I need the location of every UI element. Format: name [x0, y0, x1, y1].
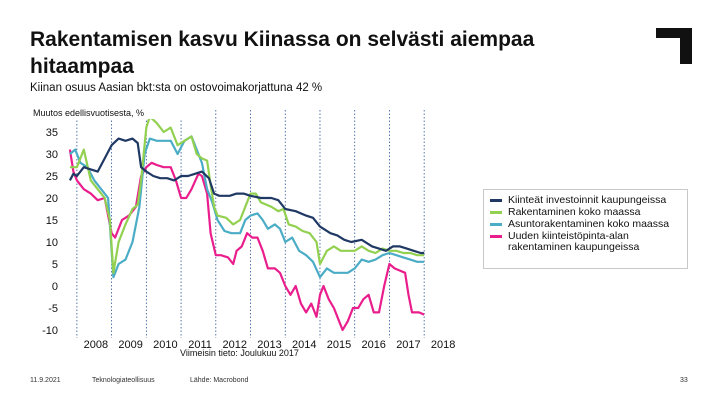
x-tick-label: 2013 [257, 339, 281, 351]
page-number: 33 [680, 377, 688, 384]
legend-item: Rakentaminen koko maassa [490, 207, 687, 218]
legend-swatch [490, 223, 502, 226]
y-tick-label: -5 [48, 303, 58, 315]
chart-legend: Kiinteät investoinnit kaupungeissa Raken… [483, 189, 688, 269]
legend-label: Asuntorakentaminen koko maassa [508, 218, 670, 230]
y-axis-label-bg [31, 106, 195, 119]
x-tick-labels: 2008 2009 2010 2011 2012 2013 2014 2015 2016 2017… [84, 339, 456, 351]
series-line-1 [68, 137, 425, 255]
slide-subtitle: Kiinan osuus Aasian bkt:sta on ostovoima… [30, 82, 323, 94]
x-tick-label: 2017 [396, 339, 420, 351]
footer-date: 11.9.2021 [30, 377, 61, 384]
series-line-3 [69, 135, 425, 279]
series-line-4 [68, 149, 425, 332]
chart: -10-50510152025303540 200820092010201120… [31, 105, 456, 358]
legend-item: Uuden kiinteistöpinta-alan rakentaminen … [490, 231, 687, 253]
legend-swatch [490, 199, 502, 202]
x-tick-label: 2010 [153, 339, 177, 351]
y-axis-label: Muutos edellisvuotisesta, % [33, 108, 144, 118]
legend-label: Uuden kiinteistöpinta-alan rakentaminen … [508, 230, 640, 253]
y-tick-labels: -10-50510152025303540 [42, 105, 58, 337]
y-tick-label: 35 [46, 127, 58, 139]
x-tick-label: 2016 [361, 339, 385, 351]
x-tick-label: 2012 [223, 339, 247, 351]
x-tick-label: 2011 [188, 339, 212, 351]
y-tick-label: 5 [52, 259, 58, 271]
y-tick-label: -10 [42, 325, 58, 337]
corner-bracket-logo-icon [656, 28, 692, 64]
y-tick-label: 15 [46, 215, 58, 227]
legend-item: Kiinteät investoinnit kaupungeissa [490, 195, 687, 206]
legend-swatch [490, 235, 502, 238]
x-tick-label: 2014 [292, 339, 316, 351]
legend-item: Asuntorakentaminen koko maassa [490, 219, 687, 230]
footer-organization: Teknologiateollisuus [92, 377, 155, 384]
chart-note: Viimeisin tieto: Joulukuu 2017 [180, 348, 299, 358]
y-tick-label: 25 [46, 171, 58, 183]
x-tick-label: 2009 [118, 339, 142, 351]
slide-title: Rakentamisen kasvu Kiinassa on selvästi … [30, 28, 535, 78]
y-tick-label: 20 [46, 193, 58, 205]
legend-swatch [490, 211, 502, 214]
footer-source: Lähde: Macrobond [190, 377, 249, 384]
y-tick-label: 30 [46, 149, 58, 161]
y-tick-label: 0 [52, 281, 58, 293]
x-tick-label: 2008 [84, 339, 108, 351]
x-tick-label: 2018 [431, 339, 455, 351]
y-tick-label: 10 [46, 237, 58, 249]
chart-series-layer [68, 115, 425, 332]
x-tick-label: 2015 [327, 339, 351, 351]
series-line-2 [69, 115, 425, 274]
legend-label: Rakentaminen koko maassa [508, 206, 641, 218]
legend-label: Kiinteät investoinnit kaupungeissa [508, 194, 667, 206]
